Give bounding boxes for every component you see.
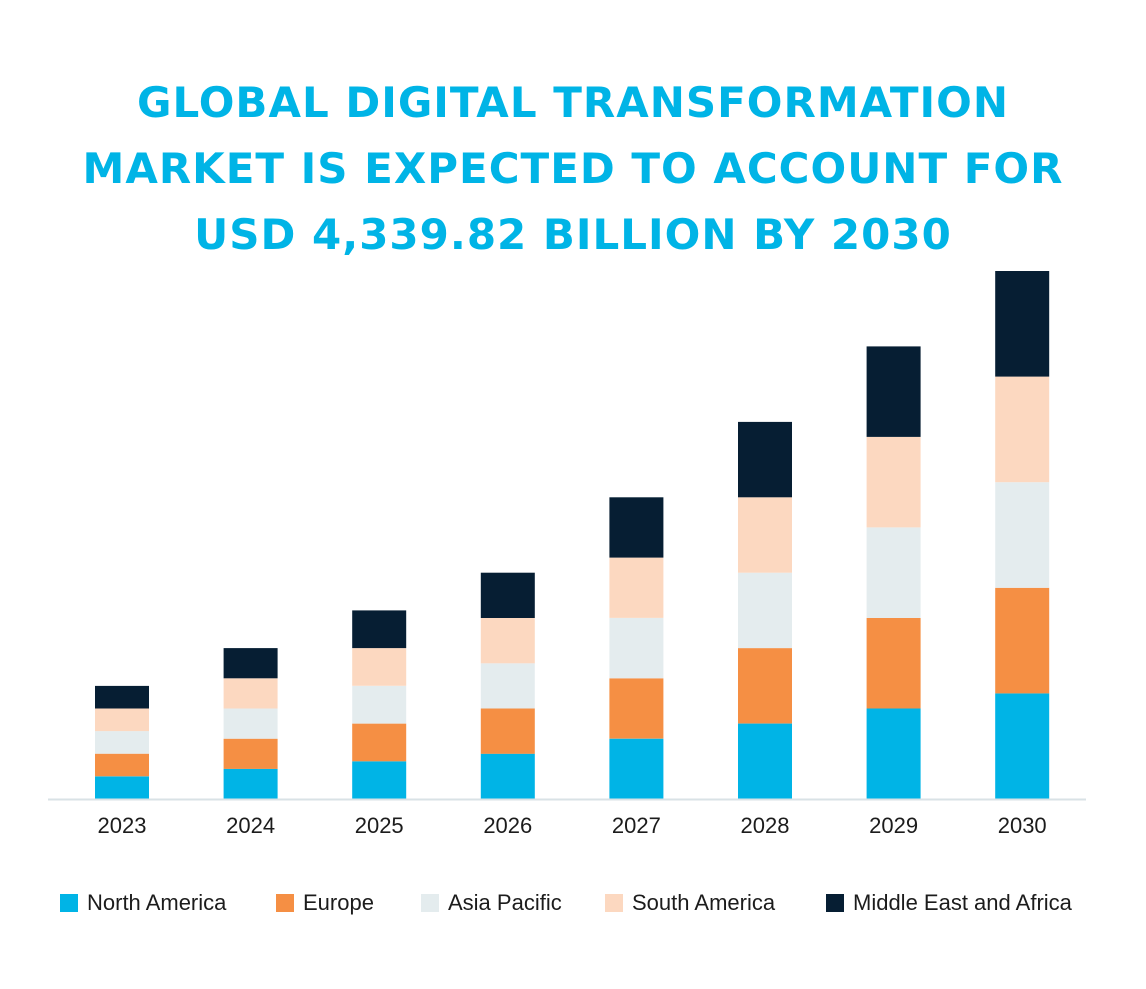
bar-middle-east-and-africa-2030: [995, 271, 1050, 377]
x-tick-label-2028: 2028: [741, 813, 790, 838]
x-tick-label-2023: 2023: [98, 813, 147, 838]
bar-europe-2024: [223, 738, 278, 769]
legend-label: Asia Pacific: [448, 890, 562, 915]
bar-north-america-2026: [480, 753, 535, 799]
bar-asia-pacific-2025: [352, 685, 407, 724]
bar-asia-pacific-2028: [738, 572, 792, 649]
bar-europe-2026: [480, 708, 535, 754]
bar-south-america-2030: [995, 376, 1050, 483]
x-tick-labels: 2023 2024 2025 2026 2027 2028 2029 2030: [98, 813, 1047, 838]
bar-group: [95, 271, 1050, 799]
legend-swatch-south-america: [605, 894, 623, 912]
bar-asia-pacific-2026: [480, 663, 535, 709]
legend-item-south-america: South America: [605, 886, 775, 920]
stacked-bar-chart: 2023 2024 2025 2026 2027 2028 2029 2030: [48, 271, 1086, 838]
bar-south-america-2025: [352, 648, 407, 686]
bar-south-america-2029: [866, 436, 921, 528]
bar-north-america-2030: [995, 693, 1050, 799]
bar-south-america-2023: [95, 708, 149, 732]
legend-label: Middle East and Africa: [853, 890, 1072, 915]
bar-europe-2030: [995, 587, 1050, 694]
x-tick-label-2026: 2026: [483, 813, 532, 838]
bar-europe-2029: [866, 618, 921, 709]
bar-middle-east-and-africa-2024: [223, 648, 278, 679]
bar-south-america-2028: [738, 497, 792, 573]
legend-swatch-middle-east-and-africa: [826, 894, 844, 912]
bar-north-america-2027: [609, 738, 664, 799]
legend-item-europe: Europe: [276, 886, 374, 920]
legend-label: North America: [87, 890, 227, 915]
x-tick-label-2029: 2029: [869, 813, 918, 838]
bar-europe-2027: [609, 678, 664, 739]
bar-middle-east-and-africa-2026: [480, 572, 535, 618]
legend-item-middle-east-and-africa: Middle East and Africa: [826, 886, 1072, 920]
x-tick-label-2024: 2024: [226, 813, 275, 838]
chart-title: Global Digital Transformation Market is …: [82, 78, 1064, 259]
bar-south-america-2027: [609, 557, 664, 618]
x-tick-label-2027: 2027: [612, 813, 661, 838]
x-tick-label-2025: 2025: [355, 813, 404, 838]
bar-europe-2028: [738, 648, 792, 724]
bar-asia-pacific-2027: [609, 618, 664, 679]
bar-middle-east-and-africa-2023: [95, 685, 149, 709]
bar-middle-east-and-africa-2025: [352, 610, 407, 649]
legend-label: South America: [632, 890, 776, 915]
bar-middle-east-and-africa-2027: [609, 497, 664, 558]
legend-label: Europe: [303, 890, 374, 915]
bar-north-america-2023: [95, 776, 149, 799]
bar-europe-2023: [95, 753, 149, 777]
legend-swatch-asia-pacific: [421, 894, 439, 912]
bar-north-america-2029: [866, 708, 921, 799]
legend-item-north-america: North America: [60, 886, 226, 920]
bar-north-america-2024: [223, 768, 278, 799]
legend: North America Europe Asia Pacific South Ame…: [0, 886, 1146, 920]
legend-item-asia-pacific: Asia Pacific: [421, 886, 562, 920]
bar-north-america-2025: [352, 761, 407, 799]
bar-south-america-2024: [223, 678, 278, 709]
bar-south-america-2026: [480, 618, 535, 664]
bar-asia-pacific-2023: [95, 731, 149, 754]
legend-swatch-europe: [276, 894, 294, 912]
bar-middle-east-and-africa-2029: [866, 346, 921, 437]
legend-swatch-north-america: [60, 894, 78, 912]
bar-asia-pacific-2029: [866, 527, 921, 618]
bar-north-america-2028: [738, 723, 792, 799]
bar-asia-pacific-2024: [223, 708, 278, 739]
bar-middle-east-and-africa-2028: [738, 421, 792, 498]
bar-europe-2025: [352, 723, 407, 762]
bar-asia-pacific-2030: [995, 482, 1050, 588]
x-tick-label-2030: 2030: [998, 813, 1047, 838]
